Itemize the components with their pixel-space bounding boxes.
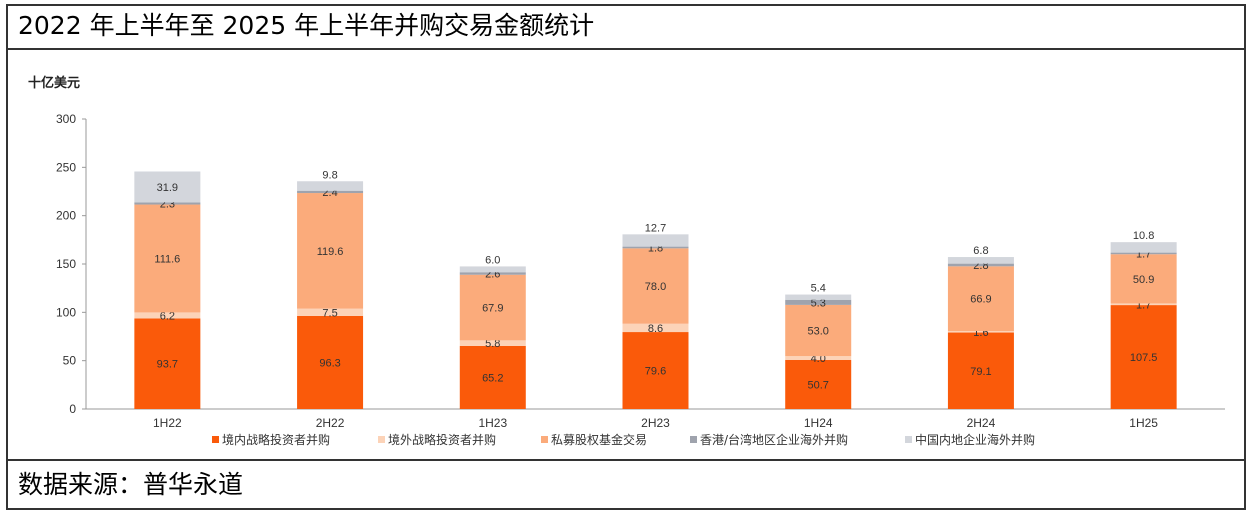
data-label: 9.8 bbox=[322, 169, 337, 181]
bar-segment bbox=[1110, 242, 1177, 253]
bar-segment bbox=[297, 181, 364, 191]
data-label: 8.6 bbox=[648, 323, 663, 335]
data-label: 50.9 bbox=[1133, 274, 1154, 286]
bar-segment bbox=[1110, 303, 1177, 306]
legend-label: 私募股权基金交易 bbox=[551, 432, 647, 447]
legend-swatch bbox=[690, 436, 697, 443]
figure-title: 2022 年上半年至 2025 年上半年并购交易金额统计 bbox=[6, 4, 1246, 50]
bar-segment bbox=[297, 308, 364, 316]
bar-segment bbox=[134, 318, 201, 409]
bar-segment bbox=[459, 345, 526, 409]
legend-label: 香港/台湾地区企业海外并购 bbox=[700, 432, 848, 447]
bar-segment bbox=[1110, 305, 1177, 409]
legend-swatch bbox=[378, 436, 385, 443]
x-tick-label: 2H22 bbox=[316, 416, 345, 430]
data-label: 119.6 bbox=[317, 246, 344, 258]
bar-segment bbox=[785, 359, 852, 409]
x-tick-label: 1H24 bbox=[804, 416, 833, 430]
legend-swatch bbox=[212, 436, 219, 443]
bar-segment bbox=[622, 234, 689, 247]
bar-segment bbox=[459, 340, 526, 346]
bar-segment bbox=[785, 294, 852, 300]
y-tick-label: 150 bbox=[56, 257, 76, 271]
bar-segment bbox=[622, 248, 689, 324]
bar-segment bbox=[134, 204, 201, 313]
bar-segment bbox=[297, 193, 364, 309]
data-label: 10.8 bbox=[1133, 230, 1154, 242]
figure-frame bbox=[6, 4, 1246, 510]
x-tick-label: 1H23 bbox=[478, 416, 507, 430]
data-label: 67.9 bbox=[482, 303, 503, 315]
data-label: 5.3 bbox=[811, 297, 826, 309]
bar-segment bbox=[622, 323, 689, 333]
y-tick-label: 100 bbox=[56, 305, 76, 319]
bar-segment bbox=[134, 171, 201, 203]
bar-segment bbox=[297, 315, 364, 409]
bar-segment bbox=[134, 202, 201, 205]
data-label: 66.9 bbox=[970, 294, 991, 306]
x-tick-label: 2H24 bbox=[967, 416, 996, 430]
y-tick-label: 50 bbox=[63, 354, 77, 368]
data-label: 12.7 bbox=[645, 222, 666, 234]
bar-segment bbox=[622, 332, 689, 409]
data-label: 53.0 bbox=[808, 326, 829, 338]
bar-segment bbox=[947, 330, 1014, 333]
x-tick-label: 1H25 bbox=[1129, 416, 1158, 430]
bar-segment bbox=[947, 332, 1014, 409]
data-label: 65.2 bbox=[482, 372, 503, 384]
data-label: 96.3 bbox=[319, 357, 340, 369]
bar-segment bbox=[134, 312, 201, 319]
data-label: 50.7 bbox=[808, 379, 829, 391]
legend-label: 境外战略投资者并购 bbox=[388, 432, 496, 447]
source-note: 数据来源：普华永道 bbox=[6, 459, 1246, 510]
data-label: 5.4 bbox=[811, 283, 826, 295]
bar-segment bbox=[1110, 254, 1177, 304]
data-label: 5.8 bbox=[485, 338, 500, 350]
data-label: 111.6 bbox=[154, 253, 180, 265]
x-tick-label: 2H23 bbox=[641, 416, 670, 430]
data-label: 7.5 bbox=[322, 307, 337, 319]
bar-segment bbox=[785, 304, 852, 357]
x-tick-label: 1H22 bbox=[153, 416, 182, 430]
bar-segment bbox=[459, 274, 526, 341]
data-label: 6.0 bbox=[485, 254, 500, 266]
y-tick-label: 250 bbox=[56, 160, 76, 174]
data-label: 31.9 bbox=[157, 182, 178, 194]
data-label: 107.5 bbox=[1130, 352, 1158, 364]
data-label: 6.2 bbox=[160, 310, 175, 322]
legend-swatch bbox=[541, 436, 548, 443]
bar-segment bbox=[1110, 252, 1177, 255]
legend-swatch bbox=[905, 436, 912, 443]
y-tick-label: 300 bbox=[56, 112, 76, 126]
data-label: 79.6 bbox=[645, 366, 666, 378]
bar-segment bbox=[459, 266, 526, 273]
bar-segment bbox=[459, 272, 526, 275]
y-tick-label: 200 bbox=[56, 209, 76, 223]
data-label: 93.7 bbox=[157, 359, 178, 371]
data-label: 78.0 bbox=[645, 281, 666, 293]
bar-segment bbox=[622, 246, 689, 249]
data-label: 79.1 bbox=[970, 366, 991, 378]
legend-label: 境内战略投资者并购 bbox=[222, 432, 330, 447]
bar-segment bbox=[947, 257, 1014, 264]
legend-label: 中国内地企业海外并购 bbox=[915, 432, 1035, 447]
y-axis-unit-label: 十亿美元 bbox=[28, 76, 81, 91]
bar-segment bbox=[947, 266, 1014, 331]
bar-segment bbox=[297, 190, 364, 194]
bar-segment bbox=[947, 263, 1014, 267]
bar-segment bbox=[785, 299, 852, 305]
bar-segment bbox=[785, 356, 852, 360]
data-label: 6.8 bbox=[973, 245, 988, 257]
y-tick-label: 0 bbox=[69, 402, 76, 416]
